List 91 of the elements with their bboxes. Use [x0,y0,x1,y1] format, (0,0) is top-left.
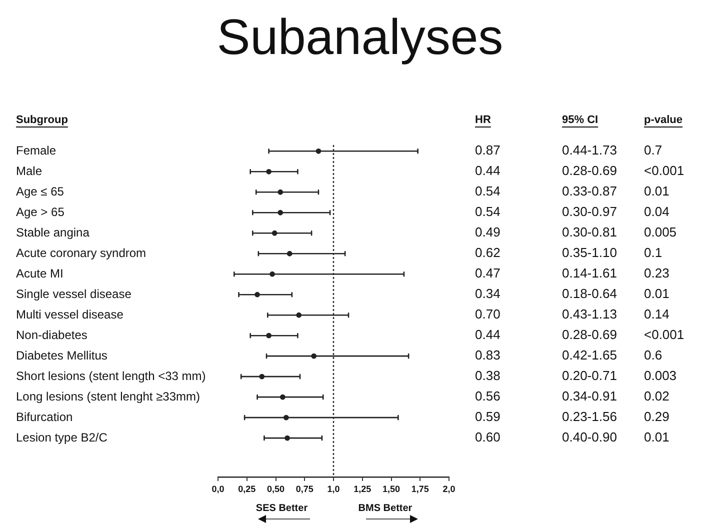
y-tick-label: Acute MI [16,266,64,280]
text: 0.6 [644,348,662,363]
data-label: 0.44 [475,327,500,342]
text: 0.23 [644,266,670,281]
text: 0.28-0.69 [562,327,617,342]
text: 0.30-0.97 [562,204,617,220]
text: Subgroup [16,114,68,126]
text: HR [475,114,491,126]
text: 0.44-1.73 [562,142,617,158]
x-tick-label: 0,75 [296,484,314,494]
text: 0.35-1.10 [562,245,617,260]
y-tick-label: Male [16,164,42,178]
y-tick-label: Age > 65 [16,204,65,219]
point [254,292,260,298]
data-label: 0.87 [475,142,500,158]
x-tick-label: 0,25 [238,484,256,494]
data-label: 0.44 [475,163,500,178]
text: BMS Better [358,502,412,514]
data-label: 0.59 [475,409,500,424]
y-tick-label: Non-diabetes [16,328,88,342]
text: p-value [644,114,683,126]
text: <0.001 [644,327,684,342]
point [296,312,302,318]
text: 0.04 [644,204,670,220]
data-label: 0.47 [475,266,500,281]
point [278,210,284,216]
data-label: 0.54 [475,184,500,199]
data-label: 0.62 [475,245,500,260]
text: 0.01 [644,286,670,302]
data-label: 0.70 [475,306,500,322]
point [286,250,292,256]
y-tick-label: Single vessel disease [16,286,132,301]
x-tick-label: 1,75 [411,484,429,494]
text: 0.01 [644,430,670,445]
text: 0.23-1.56 [562,409,617,424]
text: SES Better [256,502,308,514]
point [272,230,278,236]
point [278,189,284,195]
y-tick-label: Stable angina [16,225,90,240]
y-tick-label: Multi vessel disease [16,307,124,322]
data-label: 0.34 [475,286,500,302]
text: 0.18-0.64 [562,286,617,302]
point [280,394,286,400]
text: 0.34-0.91 [562,388,617,404]
text: 0.33-0.87 [562,184,617,199]
text: 0.40-0.90 [562,430,617,445]
point [284,435,290,441]
x-tick-label: 1,0 [327,484,340,494]
y-tick-label: Age ≤ 65 [16,184,64,198]
y-tick-label: Short lesions (stent length <33 mm) [16,368,206,383]
data-label: 0.56 [475,388,500,404]
point [266,168,272,174]
x-tick-label: 1,50 [382,484,400,494]
x-tick-label: 0,0 [212,484,224,494]
text: 0.14 [644,306,670,322]
x-tick-label: 2,0 [442,484,456,494]
y-tick-label: Diabetes Mellitus [16,348,108,362]
data-label: 0.38 [475,368,500,384]
point [270,271,275,277]
data-label: 0.60 [475,430,500,445]
text: 0.28-0.69 [562,163,617,178]
data-label: 0.54 [475,204,500,220]
text: 0.003 [644,368,677,384]
point [266,332,272,338]
text: 95% CI [562,114,598,126]
text: 0.7 [644,142,662,158]
text: 0.29 [644,409,670,424]
text: 0.43-1.13 [562,306,617,322]
point [311,353,317,359]
y-tick-label: Acute coronary syndrom [16,246,146,260]
data-label: 0.49 [475,224,500,240]
text: <0.001 [644,163,684,178]
text: 0.14-1.61 [562,266,617,281]
x-tick-label: 1,25 [354,484,372,494]
point [283,414,289,420]
x-tick-label: 0,50 [266,484,285,494]
point [259,374,265,380]
text: 0.01 [644,184,670,199]
text: 0.42-1.65 [562,348,617,363]
text: 0.005 [644,224,677,240]
text: 0.30-0.81 [562,224,617,240]
y-tick-label: Lesion type B2/C [16,430,108,444]
y-tick-label: Female [16,143,56,158]
chart-title: Subanalyses [216,8,504,66]
text: 0.1 [644,245,662,260]
y-tick-label: Long lesions (stent lenght ≥33mm) [16,389,200,404]
text: 0.02 [644,388,670,404]
y-tick-label: Bifurcation [16,410,73,424]
point [316,148,322,154]
text: 0.20-0.71 [562,368,617,384]
data-label: 0.83 [475,348,500,363]
